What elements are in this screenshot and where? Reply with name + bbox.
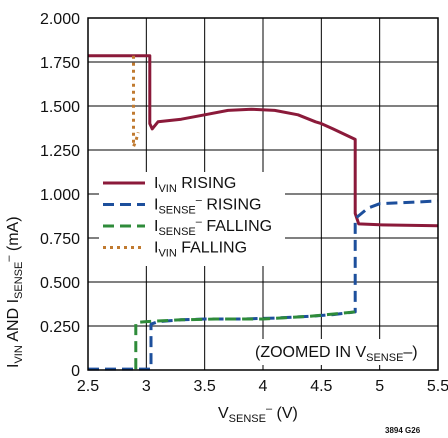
y-tick-label: 1.250: [40, 143, 80, 160]
series-line: [88, 199, 439, 371]
legend-background: [99, 172, 285, 266]
y-tick-label: 1.000: [40, 187, 80, 204]
x-tick-label: 4: [259, 378, 268, 395]
zoom-annotation: (ZOOMED IN VSENSE–): [255, 344, 418, 364]
series-line: [132, 55, 140, 148]
legend-label: ISENSE– FALLING: [154, 216, 272, 238]
y-tick-label: 0: [71, 363, 80, 380]
tick-labels: 2.5 3 3.5 4 4.5 5 5.5 0 0.250 0.500 0.750 1.000 1.25…: [40, 11, 448, 395]
y-tick-label: 1.500: [40, 99, 80, 116]
series-lines: [88, 54, 439, 371]
y-tick-label: 0.250: [40, 319, 80, 336]
figure-id: 3894 G26: [385, 426, 421, 435]
annotation-background: [250, 339, 430, 365]
y-tick-label: 0.500: [40, 275, 80, 292]
y-tick-label: 1.750: [40, 55, 80, 72]
x-tick-label: 3: [142, 378, 151, 395]
legend-label: IVIN RISING: [154, 175, 236, 195]
series-line: [88, 54, 439, 228]
x-axis-label: VSENSE– (V): [218, 403, 298, 425]
x-tick-label: 3.5: [194, 378, 216, 395]
x-tick-label: 2.5: [77, 378, 99, 395]
x-tick-label: 4.5: [310, 378, 332, 395]
legend-label: IVIN FALLING: [154, 240, 247, 260]
y-axis-label: IVIN AND ISENSE– (mA): [3, 216, 25, 368]
x-tick-label: 5.5: [427, 378, 448, 395]
x-tick-label: 5: [375, 378, 384, 395]
series-line: [134, 310, 356, 370]
legend-label: ISENSE– RISING: [154, 195, 261, 217]
y-tick-label: 2.000: [40, 11, 80, 28]
plot-border: [87, 17, 439, 371]
y-tick-label: 0.750: [40, 231, 80, 248]
